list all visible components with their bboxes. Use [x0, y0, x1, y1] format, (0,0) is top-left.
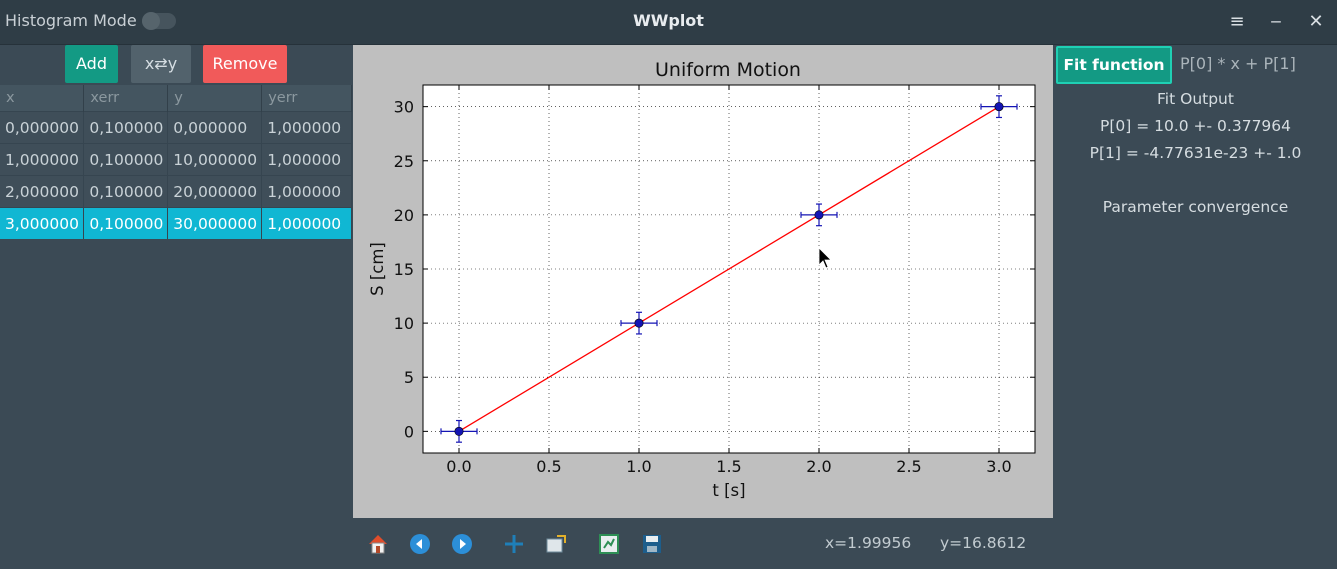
x-tick-label: 1.5: [716, 457, 741, 476]
data-table: x xerr y yerr 0,000000 0,100000 0,000000…: [0, 85, 352, 239]
point-marker: [634, 318, 644, 328]
x-tick-label: 2.0: [806, 457, 831, 476]
table-cell[interactable]: 1,000000: [261, 111, 352, 144]
swap-xy-button[interactable]: x⇄y: [131, 45, 191, 83]
y-tick-label: 15: [394, 260, 414, 279]
table-cell[interactable]: 1,000000: [0, 143, 85, 176]
y-tick-label: 30: [394, 98, 414, 117]
table-cell[interactable]: 2,000000: [0, 175, 85, 208]
histogram-mode-label: Histogram Mode: [5, 11, 137, 30]
zoom-icon[interactable]: [545, 533, 567, 555]
data-point: [800, 203, 838, 227]
table-cell[interactable]: 1,000000: [261, 175, 352, 208]
close-icon[interactable]: ✕: [1308, 11, 1324, 32]
add-button[interactable]: Add: [65, 45, 118, 83]
chart-title: Uniform Motion: [655, 59, 801, 81]
y-coordinate-readout: y=16.8612: [940, 534, 1027, 552]
column-header-yerr[interactable]: yerr: [261, 85, 352, 112]
fit-function-button[interactable]: Fit function: [1056, 46, 1172, 84]
data-point: [620, 311, 658, 335]
cursor-arrow-icon: [818, 247, 832, 269]
y-tick-label: 10: [394, 314, 414, 333]
table-cell[interactable]: 30,000000: [167, 207, 263, 239]
x-tick-label: 0.0: [446, 457, 471, 476]
table-row[interactable]: 1,000000 0,100000 10,000000 1,000000: [0, 143, 352, 176]
plot-canvas[interactable]: Uniform Motion 0.0 0.5 1.0 1.5 2.0 2.5 3.0 0 5 1…: [353, 45, 1053, 518]
table-cell[interactable]: 0,000000: [0, 111, 85, 144]
histogram-mode-toggle[interactable]: [142, 12, 176, 30]
y-axis-label: S [cm]: [368, 242, 387, 296]
home-icon[interactable]: [367, 533, 389, 555]
title-bar: Histogram Mode WWplot ≡ ‒ ✕: [0, 0, 1337, 45]
fit-output-title: Fit Output: [1157, 90, 1234, 108]
table-cell[interactable]: 1,000000: [261, 207, 352, 239]
x-tick-label: 2.5: [896, 457, 921, 476]
data-points: [440, 95, 1018, 443]
table-row[interactable]: 2,000000 0,100000 20,000000 1,000000: [0, 175, 352, 208]
table-cell[interactable]: 0,100000: [83, 175, 169, 208]
remove-button[interactable]: Remove: [203, 45, 287, 83]
x-tick-label: 0.5: [536, 457, 561, 476]
table-cell[interactable]: 20,000000: [167, 175, 263, 208]
y-tick-label: 20: [394, 206, 414, 225]
configure-subplots-icon[interactable]: [598, 533, 620, 555]
fit-line: [458, 106, 1000, 432]
plot-toolbar: x=1.99956 y=16.8612: [353, 519, 1053, 569]
fit-function-input[interactable]: P[0] * x + P[1]: [1180, 54, 1296, 73]
point-marker: [814, 210, 824, 220]
forward-arrow-icon[interactable]: [451, 533, 473, 555]
data-point: [440, 419, 478, 443]
back-arrow-icon[interactable]: [409, 533, 431, 555]
column-header-xerr[interactable]: xerr: [83, 85, 169, 112]
x-coordinate-readout: x=1.99956: [825, 534, 912, 552]
x-tick-label: 3.0: [986, 457, 1011, 476]
column-header-y[interactable]: y: [167, 85, 263, 112]
table-cell[interactable]: 10,000000: [167, 143, 263, 176]
y-tick-label: 0: [404, 422, 414, 441]
x-axis-label: t [s]: [712, 481, 745, 500]
y-axis-ticks: 0 5 10 15 20 25 30: [394, 98, 1035, 441]
column-header-x[interactable]: x: [0, 85, 85, 112]
table-cell[interactable]: 0,100000: [83, 143, 169, 176]
toggle-knob[interactable]: [142, 12, 160, 30]
table-cell[interactable]: 3,000000: [0, 207, 85, 239]
fit-param-p0: P[0] = 10.0 +- 0.377964: [1099, 117, 1292, 135]
table-cell[interactable]: 0,100000: [83, 111, 169, 144]
menu-icon[interactable]: ≡: [1229, 11, 1245, 32]
pan-icon[interactable]: [503, 533, 525, 555]
parameter-convergence-label: Parameter convergence: [1102, 198, 1289, 216]
y-tick-label: 5: [404, 368, 414, 387]
chart-svg[interactable]: Uniform Motion 0.0 0.5 1.0 1.5 2.0 2.5 3.0 0 5 1…: [353, 45, 1053, 518]
data-panel: Add x⇄y Remove x xerr y yerr 0,000000 0,…: [0, 45, 352, 569]
point-marker: [454, 426, 464, 436]
data-point: [980, 95, 1018, 119]
point-marker: [994, 102, 1004, 112]
table-header-row: x xerr y yerr: [0, 85, 352, 112]
save-icon[interactable]: [641, 533, 663, 555]
y-tick-label: 25: [394, 152, 414, 171]
table-cell[interactable]: 1,000000: [261, 143, 352, 176]
fit-panel: Fit function P[0] * x + P[1] Fit Output …: [1054, 45, 1337, 569]
table-row[interactable]: 0,000000 0,100000 0,000000 1,000000: [0, 111, 352, 144]
x-tick-label: 1.0: [626, 457, 651, 476]
app-title: WWplot: [633, 11, 704, 30]
table-cell[interactable]: 0,000000: [167, 111, 263, 144]
fit-param-p1: P[1] = -4.77631e-23 +- 1.0: [1089, 144, 1302, 162]
x-axis-ticks: 0.0 0.5 1.0 1.5 2.0 2.5 3.0: [446, 85, 1012, 476]
minimize-icon[interactable]: ‒: [1270, 11, 1282, 32]
table-row-selected[interactable]: 3,000000 0,100000 30,000000 1,000000: [0, 207, 352, 239]
table-cell[interactable]: 0,100000: [83, 207, 169, 239]
